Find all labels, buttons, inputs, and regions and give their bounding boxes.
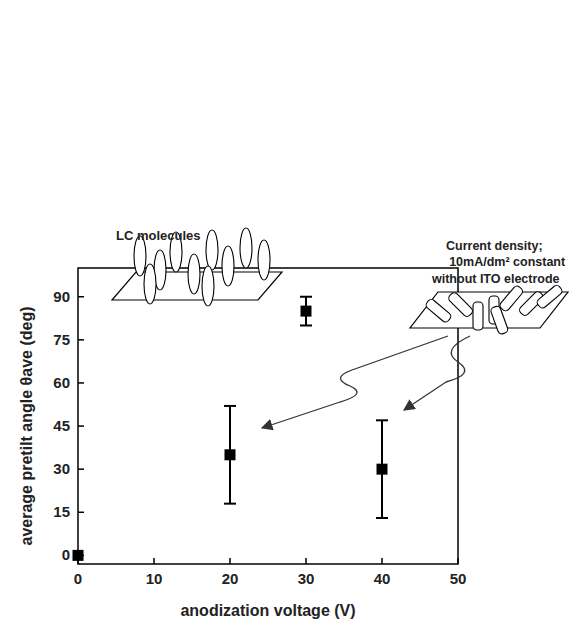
point [225, 449, 236, 460]
x-tick-label: 0 [74, 570, 82, 587]
error-cap [300, 324, 312, 326]
x-tick [305, 558, 307, 564]
x-tick-label: 20 [222, 570, 239, 587]
lc-cartoon [112, 228, 282, 306]
lc-molecule [447, 291, 474, 318]
y-axis-title: average pretilt angle θave (deg) [18, 307, 35, 546]
y-tick [78, 425, 84, 427]
lc-molecule [240, 228, 252, 268]
lc-molecule [202, 266, 214, 306]
point [73, 550, 84, 561]
arrow [404, 336, 470, 410]
error-bar [300, 297, 312, 326]
lc-molecule [144, 264, 156, 304]
point [301, 306, 312, 317]
annotation: LC molecules [116, 228, 201, 243]
error-cap [300, 296, 312, 298]
y-tick-label: 45 [53, 417, 70, 434]
tilted-cartoon [410, 284, 568, 335]
lc-molecule [473, 302, 483, 330]
lc-molecule [490, 305, 509, 335]
y-tick-label: 75 [53, 331, 70, 348]
y-tick [78, 468, 84, 470]
y-tick-label: 30 [53, 460, 70, 477]
x-axis-title: anodization voltage (V) [180, 602, 355, 619]
x-tick [381, 558, 383, 564]
x-tick-label: 40 [374, 570, 391, 587]
arrow [262, 336, 448, 428]
x-tick-label: 50 [450, 570, 467, 587]
lc-molecule [536, 284, 564, 310]
annotation: 10mA/dm² constant [449, 255, 566, 269]
y-tick-label: 15 [53, 503, 70, 520]
error-cap [376, 419, 388, 421]
x-tick-label: 10 [146, 570, 163, 587]
x-tick [457, 558, 459, 564]
y-tick [78, 339, 84, 341]
error-cap [376, 517, 388, 519]
lc-molecule [206, 230, 218, 270]
x-tick-label: 30 [298, 570, 315, 587]
error-cap [224, 405, 236, 407]
lc-molecule [222, 246, 234, 286]
error-cap [224, 503, 236, 505]
plot-frame [78, 268, 458, 564]
x-tick [153, 558, 155, 564]
lc-molecule [425, 298, 453, 324]
error-bar [376, 420, 388, 518]
y-tick-label: 60 [53, 374, 70, 391]
y-tick-label: 90 [53, 288, 70, 305]
error-bar [224, 406, 236, 504]
y-tick [78, 296, 84, 298]
y-tick-label: 0 [62, 546, 70, 563]
y-tick [78, 382, 84, 384]
annotation: without ITO electrode [431, 272, 560, 286]
x-tick [229, 558, 231, 564]
point [377, 464, 388, 475]
chart: 0 15 30 45 60 75 90 0 10 20 30 40 50 anodization volt… [0, 0, 572, 635]
lc-molecule [258, 240, 270, 280]
data-group [73, 297, 389, 561]
annotation: Current density; [446, 239, 543, 253]
y-tick [78, 512, 84, 514]
lc-molecule [188, 254, 200, 294]
